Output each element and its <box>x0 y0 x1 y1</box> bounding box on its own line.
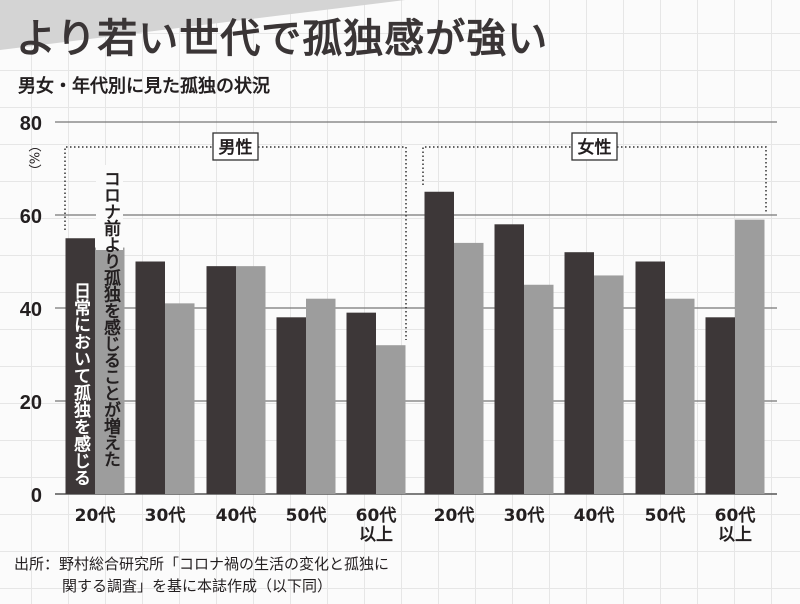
x-tick-label: 30代 <box>504 505 545 526</box>
bar-dark-7 <box>564 252 594 494</box>
bar-dark-0 <box>65 238 95 494</box>
x-tick-label: 40代 <box>216 505 257 526</box>
y-tick-label: 20 <box>20 392 42 414</box>
bar-light-5 <box>454 242 484 494</box>
series-label-light: コロナ前より孤独を感じることが増えた <box>100 170 121 467</box>
bar-dark-5 <box>424 191 454 494</box>
bar-light-7 <box>594 275 624 494</box>
y-tick-label: 80 <box>20 113 42 135</box>
x-tick-label: 50代 <box>645 505 686 526</box>
bar-dark-8 <box>635 261 665 494</box>
bar-light-2 <box>236 266 266 494</box>
bar-light-1 <box>165 303 195 494</box>
bar-light-6 <box>524 284 554 494</box>
bar-light-0 <box>95 247 125 494</box>
group-label-box <box>571 132 618 161</box>
y-tick-label: 0 <box>31 485 42 507</box>
x-tick-label: 以上 <box>359 525 393 545</box>
source-line-2: 関する調査」を基に本誌作成（以下同） <box>62 577 333 595</box>
x-tick-label: 以上 <box>718 525 752 545</box>
bar-light-8 <box>665 298 695 494</box>
group-label: 女性 <box>578 137 612 158</box>
x-tick-label: 20代 <box>434 505 475 526</box>
source-note: 出所：野村総合研究所「コロナ禍の生活の変化と孤独に 関する調査」を基に本誌作成（… <box>14 553 389 597</box>
x-tick-label: 20代 <box>75 505 116 526</box>
page-title: より若い世代で孤独感が強い <box>16 15 549 62</box>
y-tick-label: 60 <box>20 206 42 228</box>
title-banner <box>0 0 405 50</box>
bar-light-4 <box>376 345 406 494</box>
group-label-box <box>212 132 259 161</box>
x-tick-label: 60代 <box>715 505 756 526</box>
series-label-dark: 日常において孤独を感じる <box>70 282 91 486</box>
group-label: 男性 <box>219 137 253 158</box>
bar-dark-4 <box>346 312 376 494</box>
chart-subtitle: 男女・年代別に見た孤独の状況 <box>18 76 270 97</box>
x-tick-label: 60代 <box>356 505 397 526</box>
bar-light-3 <box>306 298 336 494</box>
bar-dark-3 <box>276 317 306 494</box>
series-label-bg <box>96 165 123 250</box>
bar-dark-6 <box>494 224 524 495</box>
bar-dark-9 <box>705 317 735 494</box>
x-tick-label: 40代 <box>574 505 615 526</box>
y-axis-unit: （%） <box>26 139 42 177</box>
x-tick-label: 30代 <box>145 505 186 526</box>
source-line-1: 出所：野村総合研究所「コロナ禍の生活の変化と孤独に <box>14 555 390 573</box>
bar-light-9 <box>735 219 765 494</box>
bar-dark-1 <box>135 261 165 494</box>
x-tick-label: 50代 <box>286 505 327 526</box>
y-tick-label: 40 <box>20 299 42 321</box>
bar-dark-2 <box>206 266 236 494</box>
